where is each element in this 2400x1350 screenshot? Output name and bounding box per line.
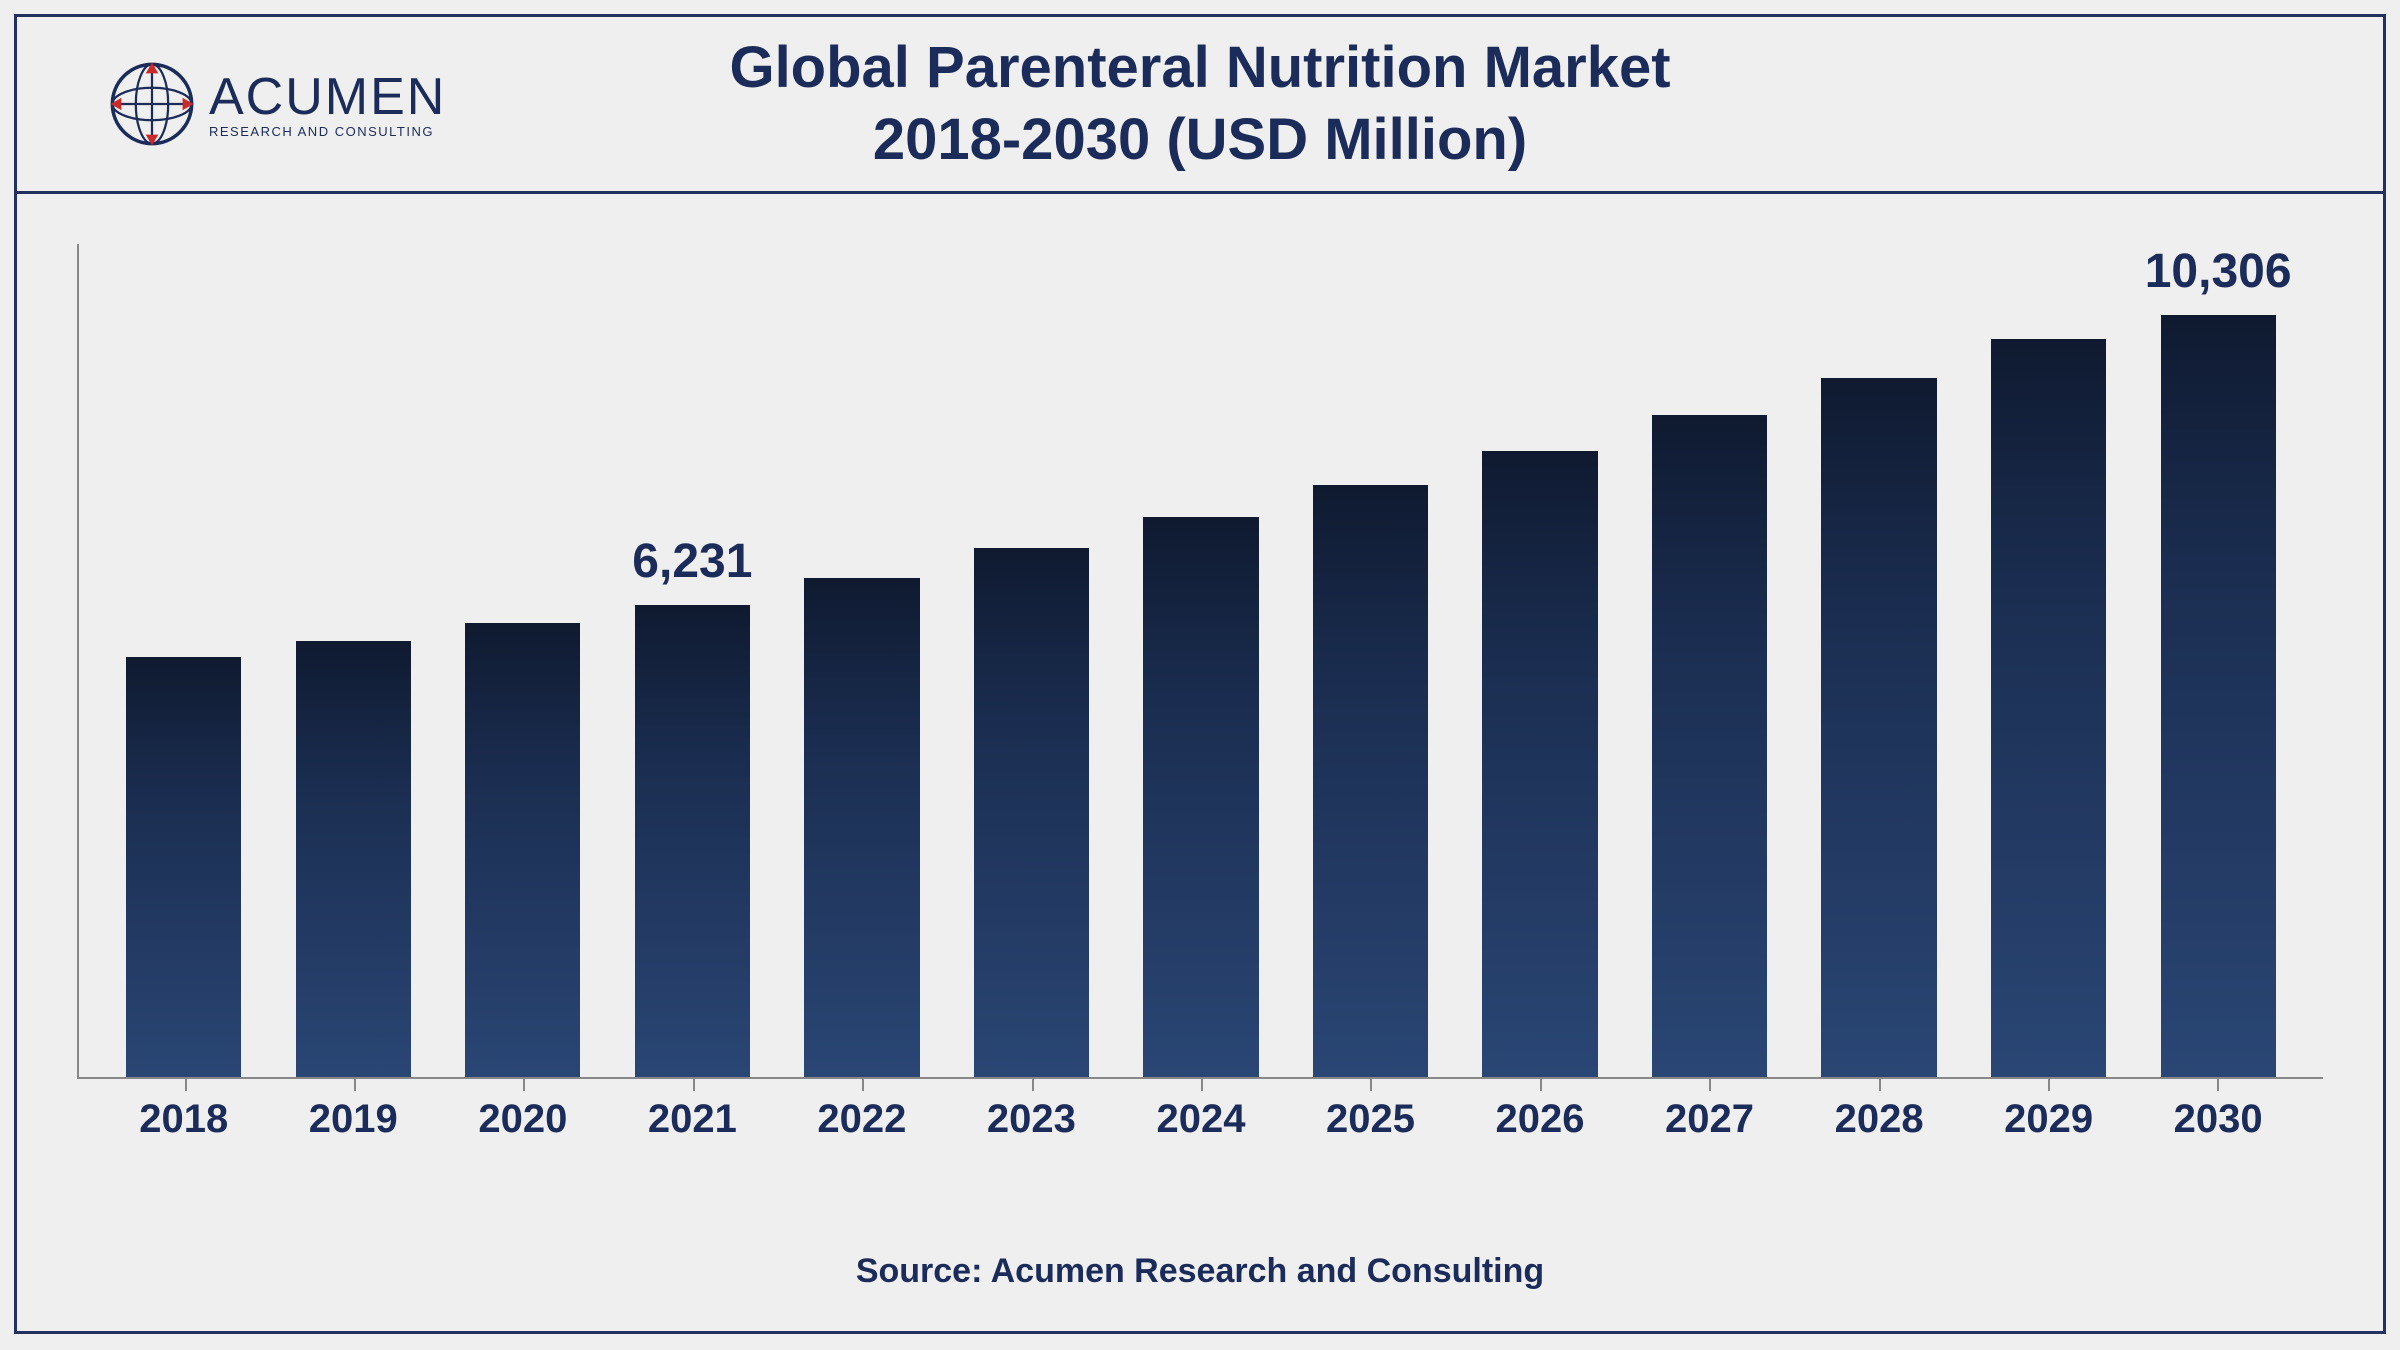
x-axis-label: 2029 (1964, 1097, 2134, 1142)
logo-tagline: RESEARCH AND CONSULTING (209, 125, 446, 138)
x-axis-label: 2026 (1455, 1097, 1625, 1142)
bar-column (777, 244, 947, 1077)
x-axis-label: 2025 (1286, 1097, 1456, 1142)
bar (296, 641, 411, 1077)
bar-column (1794, 244, 1964, 1077)
logo-name: ACUMEN (209, 71, 446, 123)
bar-column (1455, 244, 1625, 1077)
x-axis-label: 2024 (1116, 1097, 1286, 1142)
x-axis-label: 2021 (608, 1097, 778, 1142)
bar (804, 578, 919, 1077)
logo-text: ACUMEN RESEARCH AND CONSULTING (209, 71, 446, 138)
bar-column (269, 244, 439, 1077)
bar-column (438, 244, 608, 1077)
bar (2161, 315, 2276, 1077)
x-axis-labels: 2018201920202021202220232024202520262027… (77, 1079, 2323, 1142)
bar (974, 548, 1089, 1077)
x-axis-label: 2019 (269, 1097, 439, 1142)
x-axis-label: 2022 (777, 1097, 947, 1142)
bar-column (947, 244, 1117, 1077)
header-panel: ACUMEN RESEARCH AND CONSULTING Global Pa… (14, 14, 2386, 194)
x-axis-label: 2027 (1625, 1097, 1795, 1142)
bar-column (1964, 244, 2134, 1077)
bar-column (99, 244, 269, 1077)
bar-column (1286, 244, 1456, 1077)
globe-icon (107, 59, 197, 149)
bar (1143, 517, 1258, 1077)
x-axis-label: 2020 (438, 1097, 608, 1142)
bar-column (1625, 244, 1795, 1077)
bar-column: 10,306 (2133, 244, 2303, 1077)
bar (635, 605, 750, 1077)
bar (1482, 451, 1597, 1077)
logo: ACUMEN RESEARCH AND CONSULTING (107, 59, 446, 149)
x-axis-label: 2030 (2133, 1097, 2303, 1142)
bar-value-label: 10,306 (2145, 244, 2292, 299)
bar-column (1116, 244, 1286, 1077)
x-axis-label: 2023 (947, 1097, 1117, 1142)
bar (465, 623, 580, 1077)
bar (126, 657, 241, 1077)
x-axis-label: 2028 (1794, 1097, 1964, 1142)
x-axis-label: 2018 (99, 1097, 269, 1142)
bar (1821, 378, 1936, 1077)
bar-chart: 6,231 10,306 (77, 244, 2323, 1079)
chart-panel: 6,231 10,306 2018201920202021202220232024… (14, 194, 2386, 1334)
bar-value-label: 6,231 (632, 534, 752, 589)
bar (1991, 339, 2106, 1077)
source-text: Source: Acumen Research and Consulting (77, 1252, 2323, 1291)
bar-column: 6,231 (608, 244, 778, 1077)
bar (1313, 485, 1428, 1077)
chart-container: ACUMEN RESEARCH AND CONSULTING Global Pa… (0, 0, 2400, 1350)
bar (1652, 415, 1767, 1077)
